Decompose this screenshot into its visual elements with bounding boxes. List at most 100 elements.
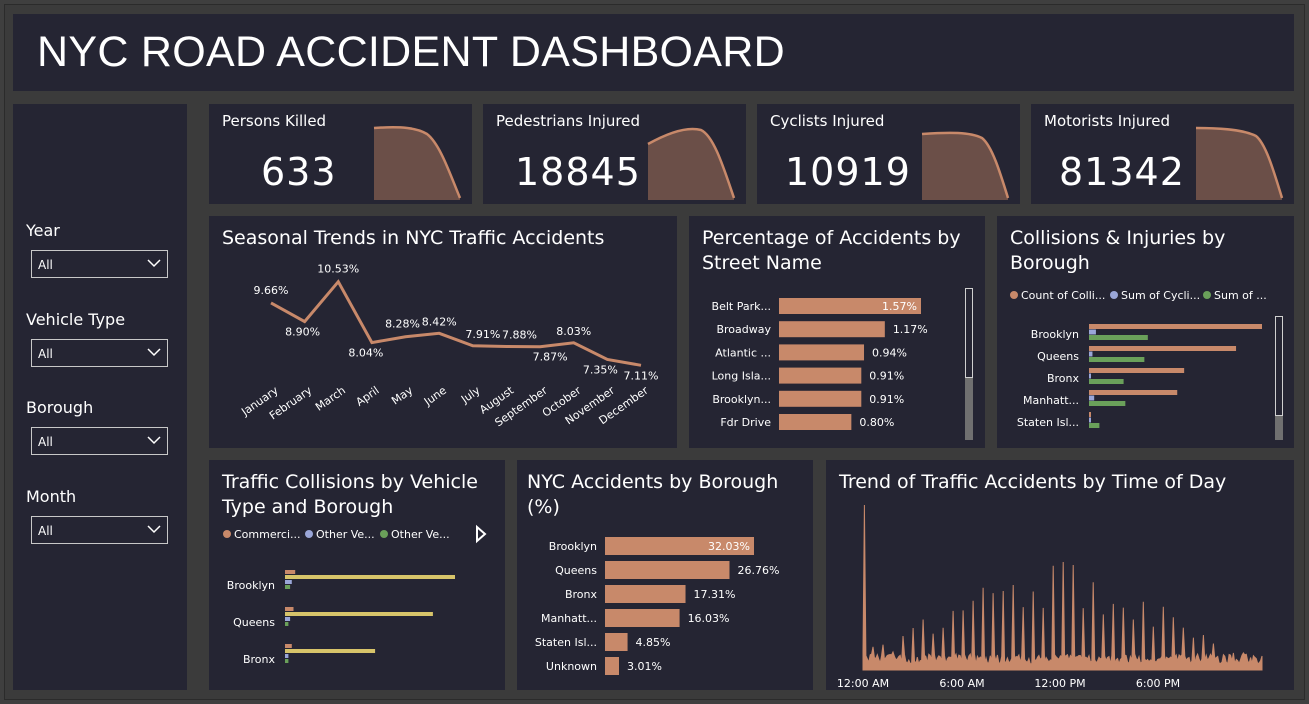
bar[interactable] (285, 644, 292, 648)
vehicle-type-dropdown[interactable]: All (31, 339, 168, 367)
data-label: 0.94% (872, 346, 907, 359)
x-tick-label: March (313, 384, 348, 414)
bar[interactable] (1089, 412, 1091, 417)
kpi-value: 81342 (1059, 150, 1185, 194)
street-bar-chart: Belt Park... 1.57% Broadway 1.17% Atlantic .… (689, 216, 985, 448)
bar[interactable] (1089, 401, 1125, 406)
y-tick-label: Queens (1037, 350, 1079, 363)
y-tick-label: Bronx (565, 588, 598, 601)
time-of-day-chart: 12:00 AM 6:00 AM 12:00 PM 6:00 PM (826, 460, 1294, 690)
kpi-value: 633 (261, 150, 337, 194)
legend-marker (1203, 291, 1211, 299)
collisions-injuries-chart: Count of Colli... Sum of Cycli... Sum of .… (997, 216, 1294, 448)
data-label: 32.03% (708, 540, 750, 553)
kpi-label: Motorists Injured (1044, 112, 1170, 130)
bar[interactable] (1089, 423, 1099, 428)
data-label: 0.80% (859, 416, 894, 429)
year-slicer-label: Year (26, 221, 60, 240)
kpi-value: 18845 (515, 150, 641, 194)
legend-next-icon[interactable] (477, 527, 485, 541)
scrollbar-track[interactable] (1275, 316, 1283, 440)
area-series (863, 505, 1262, 670)
data-label: 10.53% (317, 263, 359, 276)
bar[interactable] (1089, 368, 1184, 373)
bar[interactable] (1089, 330, 1096, 335)
y-tick-label: Bronx (1047, 372, 1080, 385)
legend-label: Commerci... (234, 528, 300, 541)
y-tick-label: Belt Park... (712, 300, 771, 313)
collisions-injuries-card: Collisions & Injuries by Borough Count o… (997, 216, 1294, 448)
borough-dropdown[interactable]: All (31, 427, 168, 455)
bar[interactable] (285, 622, 288, 626)
month-dropdown[interactable]: All (31, 516, 168, 544)
bar[interactable] (605, 633, 628, 651)
bar[interactable] (285, 580, 292, 584)
data-label: 8.03% (556, 325, 591, 338)
kpi-value: 10919 (785, 150, 911, 194)
bar[interactable] (779, 414, 851, 430)
bar[interactable] (779, 321, 885, 337)
kpi-label: Pedestrians Injured (496, 112, 640, 130)
street-accidents-card: Percentage of Accidents by Street Name B… (689, 216, 985, 448)
bar[interactable] (1089, 418, 1091, 423)
bar[interactable] (285, 659, 288, 663)
bar[interactable] (285, 575, 455, 579)
bar[interactable] (285, 585, 290, 589)
bar[interactable] (779, 368, 861, 384)
y-tick-label: Long Isla... (712, 370, 771, 383)
y-tick-label: Staten Isl... (535, 636, 597, 649)
data-label: 3.01% (627, 660, 662, 673)
x-tick-label: June (421, 384, 449, 409)
bar[interactable] (285, 570, 295, 574)
bar[interactable] (285, 654, 288, 658)
bar[interactable] (1089, 390, 1177, 395)
data-label: 17.31% (694, 588, 736, 601)
data-label: 26.76% (737, 564, 779, 577)
data-label: 8.90% (285, 326, 320, 339)
data-label: 8.28% (385, 318, 420, 331)
bar[interactable] (1089, 324, 1262, 329)
bar[interactable] (1089, 346, 1236, 351)
bar[interactable] (285, 617, 290, 621)
month-slicer-label: Month (26, 487, 76, 506)
scrollbar-thumb[interactable] (965, 288, 973, 378)
bar[interactable] (1089, 335, 1148, 340)
chevron-down-icon (147, 436, 161, 445)
legend-marker (1110, 291, 1118, 299)
bar[interactable] (779, 344, 864, 360)
data-label: 4.85% (636, 636, 671, 649)
scrollbar-track[interactable] (965, 288, 973, 440)
bar[interactable] (605, 657, 619, 675)
scrollbar-thumb[interactable] (1275, 316, 1283, 416)
y-tick-label: Brooklyn... (712, 393, 771, 406)
data-label: 7.35% (583, 363, 618, 376)
bar[interactable] (605, 585, 686, 603)
data-label: 8.04% (348, 347, 383, 360)
bar[interactable] (285, 612, 433, 616)
seasonal-trends-card: Seasonal Trends in NYC Traffic Accidents… (209, 216, 677, 448)
data-label: 9.66% (254, 284, 289, 297)
y-tick-label: Brooklyn (549, 540, 597, 553)
y-tick-label: Brooklyn (227, 579, 275, 592)
bar[interactable] (605, 609, 680, 627)
bar[interactable] (285, 607, 294, 611)
bar[interactable] (1089, 357, 1144, 362)
kpi-sparkline (1194, 124, 1284, 202)
kpi-sparkline (920, 124, 1010, 202)
bar[interactable] (285, 649, 375, 653)
y-tick-label: Manhatt... (1023, 394, 1079, 407)
y-tick-label: Unknown (546, 660, 597, 673)
bar[interactable] (1089, 396, 1094, 401)
bar[interactable] (1089, 379, 1124, 384)
bar[interactable] (1089, 374, 1091, 379)
chevron-down-icon (147, 525, 161, 534)
year-dropdown[interactable]: All (31, 250, 168, 278)
y-tick-label: Bronx (243, 653, 276, 666)
x-tick-label: 6:00 PM (1136, 677, 1180, 690)
bar[interactable] (1089, 352, 1092, 357)
data-label: 16.03% (688, 612, 730, 625)
data-label: 0.91% (869, 393, 904, 406)
bar[interactable] (779, 391, 861, 407)
bar[interactable] (605, 561, 729, 579)
legend-label: Sum of Cycli... (1121, 289, 1200, 302)
